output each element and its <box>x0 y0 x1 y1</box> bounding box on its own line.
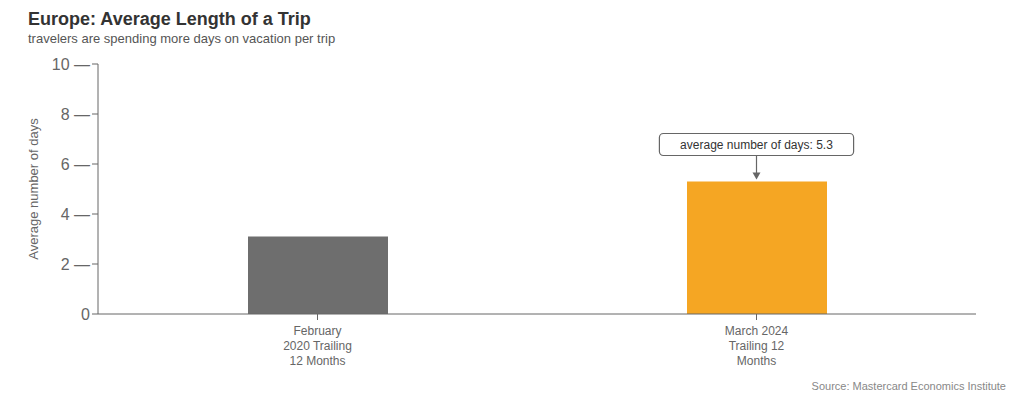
svg-text:8 —: 8 — <box>61 106 90 123</box>
svg-text:10 —: 10 — <box>52 56 90 73</box>
svg-text:0: 0 <box>81 306 90 323</box>
svg-text:March 2024Trailing 12Months: March 2024Trailing 12Months <box>725 324 789 368</box>
svg-text:Average number of days: Average number of days <box>26 118 41 260</box>
html-text:travelers are spending more da: travelers are spending more days on vaca… <box>28 31 336 46</box>
html-text:Europe: Average Length of a Tr: Europe: Average Length of a Trip <box>28 9 311 29</box>
svg-text:February2020 Trailing12 Months: February2020 Trailing12 Months <box>283 324 352 368</box>
svg-text:2 —: 2 — <box>61 256 90 273</box>
svg-text:6 —: 6 — <box>61 156 90 173</box>
svg-text:4 —: 4 — <box>61 206 90 223</box>
svg-text:average number of days: 5.3: average number of days: 5.3 <box>680 138 833 152</box>
html-text:Source: Mastercard Economics I: Source: Mastercard Economics Institute <box>811 380 1006 392</box>
